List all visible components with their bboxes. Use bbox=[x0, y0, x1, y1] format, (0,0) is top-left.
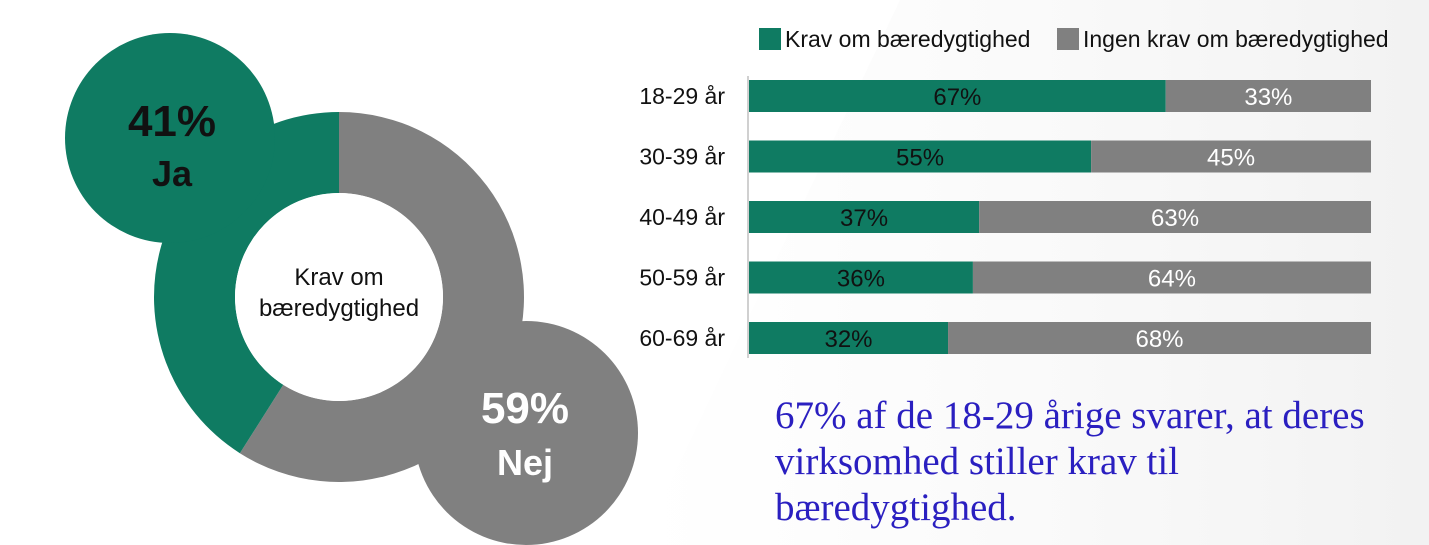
bubble-nej bbox=[414, 321, 638, 545]
category-label: 30-39 år bbox=[639, 144, 725, 170]
data-label: 45% bbox=[1207, 145, 1255, 172]
data-label: 32% bbox=[824, 326, 872, 353]
bar-rows: 18-29 år 67% 33% 30-39 år 55% 45% 40-49 år 37% 6… bbox=[639, 80, 1371, 354]
data-label: 68% bbox=[1135, 326, 1183, 353]
conclusion-text: 67% af de 18-29 årige svarer, at deres v… bbox=[775, 394, 1365, 529]
legend: Krav om bæredygtighed Ingen krav om bære… bbox=[759, 26, 1389, 52]
donut-center-label-line1: Krav om bbox=[294, 264, 383, 291]
category-label: 60-69 år bbox=[639, 325, 725, 351]
stacked-bar-chart: Krav om bæredygtighed Ingen krav om bære… bbox=[639, 26, 1389, 358]
category-label: 40-49 år bbox=[639, 204, 725, 230]
data-label: 63% bbox=[1151, 205, 1199, 232]
ja-percentage-label: 41% bbox=[128, 97, 216, 146]
bar-row: 50-59 år 36% 64% bbox=[639, 261, 1371, 294]
data-label: 64% bbox=[1148, 266, 1196, 293]
bar-segment-ingen-krav bbox=[1165, 80, 1371, 112]
donut-center-label-line2: bæredygtighed bbox=[259, 295, 419, 322]
data-label: 33% bbox=[1244, 84, 1292, 111]
data-label: 67% bbox=[933, 84, 981, 111]
data-label: 36% bbox=[837, 266, 885, 293]
ja-label: Ja bbox=[152, 153, 193, 194]
legend-swatch-ingen-krav bbox=[1057, 28, 1079, 50]
bar-segment-krav bbox=[749, 80, 1166, 112]
bar-segment-krav bbox=[749, 201, 980, 233]
category-label: 50-59 år bbox=[639, 265, 725, 291]
legend-swatch-krav bbox=[759, 28, 781, 50]
bubble-ja bbox=[65, 33, 275, 243]
bar-segment-ingen-krav bbox=[1091, 140, 1371, 173]
legend-label-krav: Krav om bæredygtighed bbox=[785, 26, 1030, 52]
data-label: 55% bbox=[896, 145, 944, 172]
bar-segment-krav bbox=[749, 140, 1092, 173]
legend-label-ingen-krav: Ingen krav om bæredygtighed bbox=[1083, 26, 1389, 52]
bar-row: 30-39 år 55% 45% bbox=[639, 140, 1371, 173]
bar-row: 60-69 år 32% 68% bbox=[639, 322, 1371, 354]
bar-segment-ingen-krav bbox=[972, 261, 1371, 294]
bar-segment-krav bbox=[749, 322, 949, 354]
nej-label: Nej bbox=[497, 442, 553, 483]
donut-chart: 41% Ja 59% Nej Krav om bæredygtighed bbox=[65, 33, 638, 545]
bar-row: 40-49 år 37% 63% bbox=[639, 201, 1371, 233]
bar-segment-krav bbox=[749, 261, 973, 294]
donut-hole bbox=[235, 193, 443, 401]
bar-row: 18-29 år 67% 33% bbox=[639, 80, 1371, 112]
nej-percentage-label: 59% bbox=[481, 384, 569, 433]
data-label: 37% bbox=[840, 205, 888, 232]
category-label: 18-29 år bbox=[639, 83, 725, 109]
bar-segment-ingen-krav bbox=[948, 322, 1371, 354]
bar-segment-ingen-krav bbox=[979, 201, 1371, 233]
